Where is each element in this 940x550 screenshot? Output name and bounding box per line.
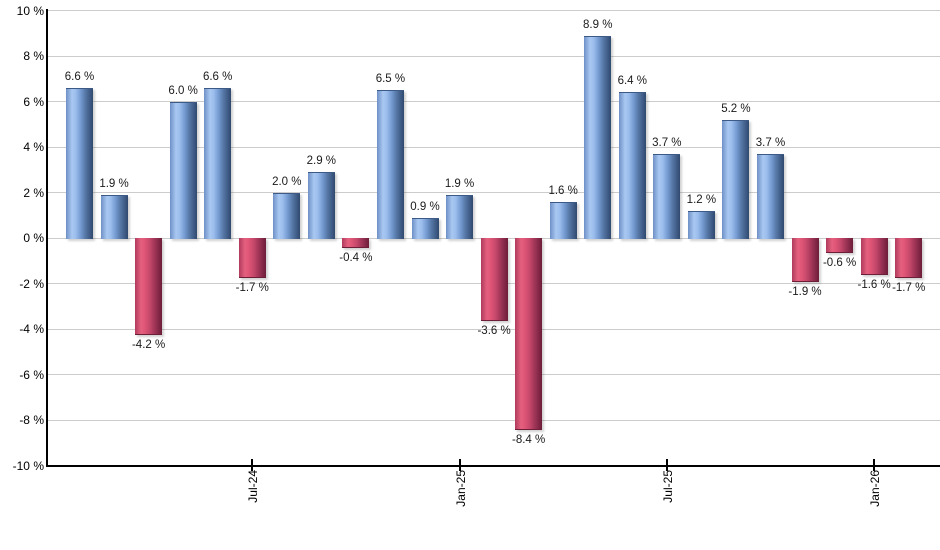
- y-axis-label: 4 %: [23, 140, 44, 154]
- bar[interactable]: [549, 201, 577, 239]
- x-axis-tick: [251, 459, 254, 471]
- bar-value-label: 2.0 %: [272, 175, 302, 188]
- y-axis-label: 8 %: [23, 49, 44, 63]
- bar[interactable]: [515, 238, 543, 431]
- y-axis-label: 2 %: [23, 185, 44, 200]
- bar-value-label: -0.6 %: [822, 256, 857, 269]
- bar-value-label: 6.6 %: [64, 70, 95, 83]
- y-axis-label: -4 %: [19, 322, 44, 336]
- y-axis-label: -8 %: [19, 413, 44, 427]
- bar-value-label: -0.4 %: [339, 252, 373, 265]
- x-axis-tick-label: Jan-26: [868, 470, 883, 507]
- bar-value-label: 3.7 %: [652, 136, 682, 149]
- bar-value-label: -1.6 %: [857, 279, 891, 292]
- bar[interactable]: [66, 87, 93, 239]
- bar[interactable]: [722, 119, 750, 239]
- y-axis-label: -2 %: [19, 276, 44, 291]
- bar-value-label: 6.6 %: [202, 70, 233, 83]
- x-axis-tick: [458, 459, 461, 471]
- bar[interactable]: [446, 194, 474, 239]
- bar[interactable]: [480, 238, 508, 321]
- bar-value-label: 1.9 %: [99, 177, 129, 190]
- bar-value-label: 1.2 %: [686, 193, 717, 206]
- gridline: [48, 374, 940, 375]
- bar-value-label: -8.4 %: [512, 434, 546, 447]
- gridline: [48, 146, 940, 148]
- x-axis-tick: [665, 459, 668, 471]
- bar[interactable]: [100, 194, 128, 239]
- bar[interactable]: [238, 238, 266, 278]
- bar-value-label: 5.2 %: [721, 102, 751, 115]
- x-axis-tick-label: Jul-24: [246, 470, 261, 503]
- gridline: [48, 55, 940, 57]
- bar[interactable]: [204, 87, 232, 239]
- x-axis-tick: [873, 459, 876, 471]
- y-axis-label: 10 %: [16, 3, 44, 18]
- bar[interactable]: [895, 238, 923, 278]
- bar[interactable]: [687, 210, 715, 239]
- bar-value-label: -1.9 %: [788, 286, 822, 299]
- bar[interactable]: [757, 153, 784, 239]
- bar-value-label: 2.9 %: [306, 155, 337, 168]
- bar[interactable]: [169, 101, 197, 239]
- bar[interactable]: [376, 90, 404, 239]
- y-axis-label: 6 %: [23, 94, 44, 109]
- bar[interactable]: [307, 172, 335, 239]
- bar[interactable]: [135, 238, 163, 335]
- gridline: [48, 10, 940, 11]
- bar-value-label: 6.0 %: [168, 84, 198, 97]
- gridline: [48, 419, 940, 421]
- bar[interactable]: [342, 238, 370, 249]
- y-axis-label: 0 %: [23, 231, 44, 245]
- bar[interactable]: [584, 35, 612, 239]
- bar[interactable]: [860, 238, 888, 276]
- bar-value-label: 8.9 %: [583, 18, 613, 31]
- y-axis-label: -6 %: [19, 367, 44, 382]
- bar-value-label: 6.4 %: [617, 75, 647, 88]
- x-axis-tick-label: Jul-25: [660, 470, 675, 503]
- bar-value-label: -3.6 %: [477, 324, 511, 337]
- bar[interactable]: [411, 217, 439, 239]
- bar[interactable]: [653, 153, 681, 239]
- y-axis-label: -10 %: [12, 458, 44, 473]
- bar-value-label: 1.6 %: [548, 184, 578, 197]
- bar[interactable]: [273, 192, 301, 239]
- bar-value-label: -4.2 %: [131, 338, 166, 351]
- bar[interactable]: [618, 92, 646, 239]
- bar-value-label: 0.9 %: [410, 200, 440, 213]
- bar[interactable]: [826, 238, 854, 253]
- gridline: [48, 101, 940, 102]
- x-axis-line: [46, 465, 940, 467]
- x-axis-tick-label: Jan-25: [453, 470, 468, 507]
- gridline: [48, 328, 940, 330]
- bar-value-label: 1.9 %: [444, 177, 475, 190]
- bar-value-label: -1.7 %: [892, 281, 926, 294]
- y-axis-line: [46, 9, 48, 467]
- gridline: [48, 192, 940, 193]
- bar-value-label: 6.5 %: [375, 73, 406, 86]
- bar[interactable]: [791, 238, 819, 283]
- bar-value-label: -1.7 %: [235, 281, 269, 294]
- bar-value-label: 3.7 %: [755, 136, 786, 149]
